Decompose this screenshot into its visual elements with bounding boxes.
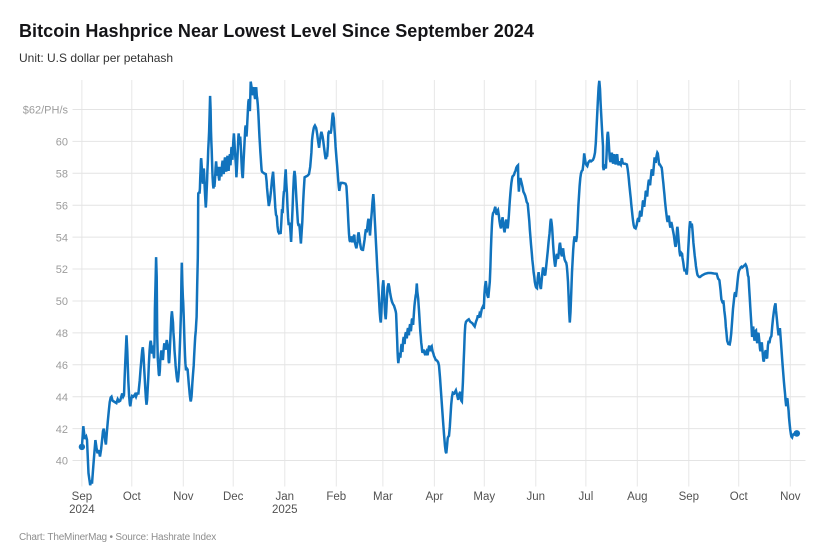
svg-text:40: 40 bbox=[56, 456, 68, 468]
svg-text:Aug: Aug bbox=[627, 491, 647, 503]
svg-text:2025: 2025 bbox=[272, 504, 298, 516]
svg-text:Feb: Feb bbox=[326, 491, 346, 503]
svg-text:Nov: Nov bbox=[780, 491, 801, 503]
svg-text:Jul: Jul bbox=[579, 491, 594, 503]
svg-text:60: 60 bbox=[56, 137, 68, 149]
svg-text:Jun: Jun bbox=[527, 491, 546, 503]
svg-text:Sep: Sep bbox=[72, 491, 92, 503]
svg-text:2024: 2024 bbox=[69, 504, 95, 516]
svg-text:Jan: Jan bbox=[276, 491, 295, 503]
svg-text:54: 54 bbox=[56, 232, 68, 244]
svg-text:$62/PH/s: $62/PH/s bbox=[23, 105, 69, 117]
svg-text:52: 52 bbox=[56, 264, 68, 276]
svg-text:Oct: Oct bbox=[730, 491, 749, 503]
svg-text:Nov: Nov bbox=[173, 491, 194, 503]
svg-text:Apr: Apr bbox=[425, 491, 443, 503]
svg-text:Dec: Dec bbox=[223, 491, 244, 503]
svg-text:Oct: Oct bbox=[123, 491, 142, 503]
svg-text:58: 58 bbox=[56, 169, 68, 181]
svg-text:50: 50 bbox=[56, 296, 68, 308]
svg-text:46: 46 bbox=[56, 360, 68, 372]
svg-text:56: 56 bbox=[56, 200, 68, 212]
svg-text:44: 44 bbox=[56, 392, 68, 404]
svg-text:Sep: Sep bbox=[679, 491, 699, 503]
svg-text:Mar: Mar bbox=[373, 491, 393, 503]
svg-text:May: May bbox=[473, 491, 495, 503]
svg-text:48: 48 bbox=[56, 328, 68, 340]
svg-text:42: 42 bbox=[56, 424, 68, 436]
